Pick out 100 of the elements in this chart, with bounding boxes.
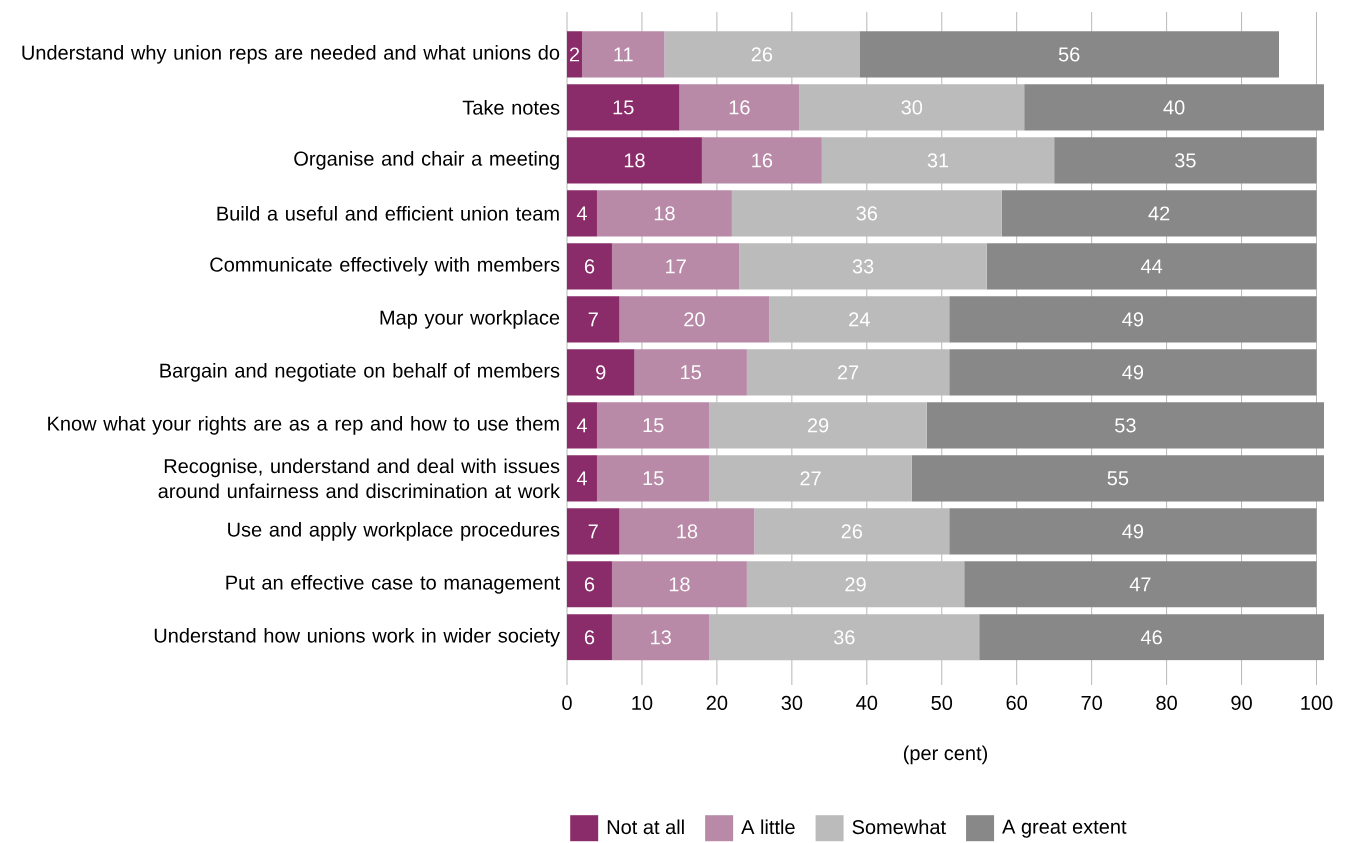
data-label: 49 [1122, 312, 1144, 327]
bar [567, 31, 582, 78]
data-label: 31 [927, 153, 949, 168]
legend-label: Somewhat [852, 819, 946, 835]
data-label: 11 [614, 47, 633, 62]
data-label: 6 [584, 259, 595, 274]
data-label: 17 [666, 259, 686, 274]
y-tick-label: Use and apply workplace procedures [228, 521, 560, 541]
bar [821, 137, 1055, 184]
data-label: 4 [576, 418, 587, 433]
data-label: 18 [669, 577, 690, 592]
bar [731, 190, 1002, 237]
bar [611, 614, 710, 661]
legend-label: A great extent [1002, 819, 1127, 838]
bar [926, 402, 1324, 449]
x-tick-label: 80 [1156, 695, 1177, 710]
data-label: 29 [807, 418, 829, 433]
legend-label: A little [741, 819, 795, 835]
data-label: 2 [569, 47, 580, 62]
data-label: 46 [1140, 630, 1162, 645]
x-tick-label: 90 [1231, 695, 1252, 710]
data-label: 36 [856, 206, 878, 221]
data-label: 15 [643, 418, 664, 433]
data-label: 16 [752, 153, 773, 168]
x-tick-label: 20 [706, 695, 728, 710]
data-label: 35 [1174, 153, 1196, 168]
bar [596, 402, 710, 449]
y-tick-label: Communicate effectively with members [210, 256, 560, 276]
bar [769, 296, 950, 343]
x-tick-label: 10 [632, 695, 653, 710]
bar [859, 31, 1280, 78]
x-tick-label: 100 [1301, 695, 1333, 710]
data-label: 40 [1163, 100, 1185, 115]
y-tick-label: Bargain and negotiate on behalf of members [160, 362, 560, 382]
data-label: 15 [681, 365, 701, 380]
bar [964, 561, 1317, 608]
y-tick-label: Understand how unions work in wider society [154, 627, 560, 647]
y-tick-label: Know what your rights are as a rep and how to use them [48, 415, 559, 435]
bar [949, 296, 1317, 343]
data-label: 36 [833, 630, 855, 645]
data-label: 27 [837, 365, 859, 380]
data-label: 4 [576, 206, 587, 221]
data-label: 24 [849, 312, 870, 327]
bar [911, 455, 1324, 502]
bar [746, 349, 950, 396]
bar [567, 402, 597, 449]
data-label: 18 [677, 524, 698, 539]
bar [567, 561, 612, 608]
data-label: 7 [588, 312, 598, 327]
bar [567, 296, 620, 343]
x-tick-label: 70 [1081, 695, 1102, 710]
bar [949, 508, 1317, 555]
bar [634, 349, 747, 396]
data-label: 44 [1140, 259, 1163, 274]
bar [567, 84, 680, 131]
x-tick-label: 0 [562, 695, 572, 710]
y-tick-label: Understand why union reps are needed and what unions do [22, 44, 560, 64]
bar [611, 243, 740, 290]
x-tick-label: 50 [931, 695, 953, 710]
data-label: 7 [588, 524, 598, 539]
bar [596, 190, 732, 237]
legend-label: Not at all [607, 819, 684, 835]
data-label: 55 [1107, 471, 1129, 486]
bar [979, 614, 1324, 661]
data-label: 18 [624, 153, 645, 168]
data-label: 47 [1129, 577, 1151, 592]
bar [709, 455, 912, 502]
data-label: 29 [845, 577, 866, 592]
bar [1001, 190, 1317, 237]
y-tick-label: Organise and chair a meeting [294, 150, 559, 170]
x-tick-label: 40 [856, 695, 878, 710]
bar [567, 137, 702, 184]
x-axis-title: (per cent) [903, 745, 988, 765]
x-tick-label: 30 [781, 695, 803, 710]
bar [611, 561, 747, 608]
bar [567, 455, 597, 502]
data-label: 26 [841, 524, 863, 539]
data-label: 9 [596, 365, 606, 380]
data-label: 42 [1148, 206, 1170, 221]
y-tick-label: Map your workplace [380, 309, 560, 329]
data-label: 15 [643, 471, 664, 486]
bar [1024, 84, 1324, 131]
bar [746, 561, 965, 608]
data-label: 56 [1058, 47, 1080, 62]
data-label: 4 [576, 471, 587, 486]
bar [619, 296, 770, 343]
data-label: 16 [729, 100, 750, 115]
bar [709, 402, 927, 449]
data-label: 27 [800, 471, 821, 486]
bar [567, 190, 597, 237]
bar [799, 84, 1025, 131]
data-label: 6 [584, 577, 595, 592]
bar [581, 31, 665, 78]
data-label: 53 [1115, 418, 1136, 433]
bar [664, 31, 860, 78]
bar [1054, 137, 1317, 184]
x-tick-label: 60 [1006, 695, 1028, 710]
bar [567, 349, 635, 396]
bar [619, 508, 755, 555]
bar [679, 84, 800, 131]
